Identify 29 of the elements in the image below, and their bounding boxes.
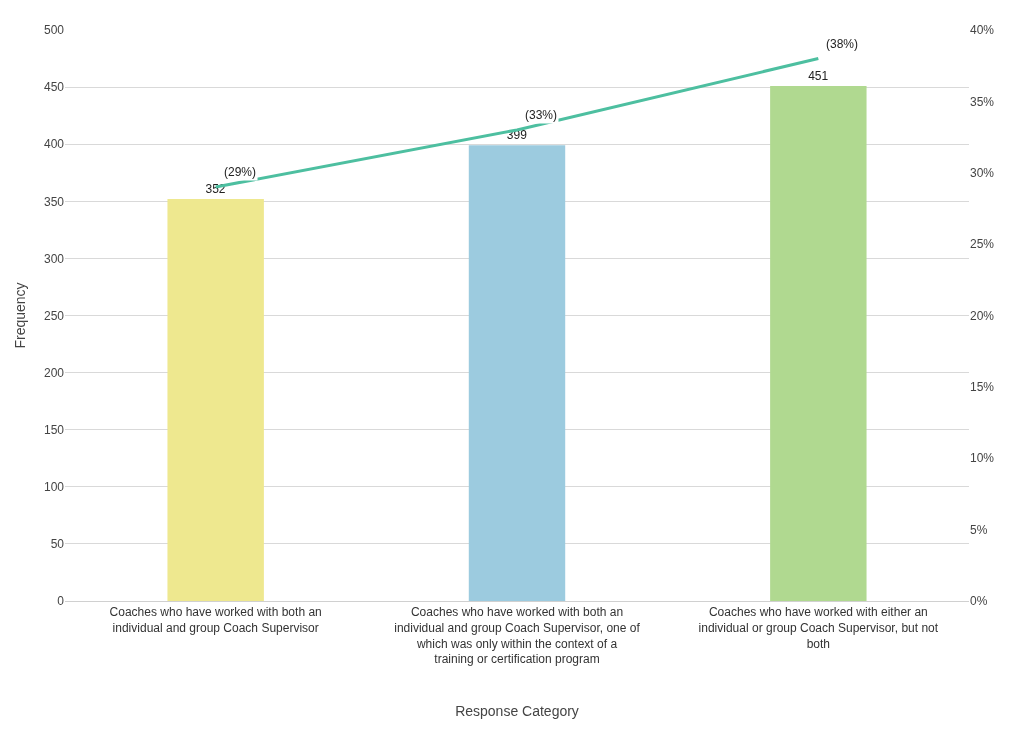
y-tick-label: 300 [43,251,65,266]
y2-tick-label: 30% [970,165,995,180]
y2-tick-label: 25% [970,237,995,252]
y2-tick-label: 5% [970,522,988,537]
y2-tick-label: 35% [970,94,995,109]
x-tick-label: Coaches who have worked with both an individual and group Coach Supervisor [109,605,322,635]
y-tick-label: 450 [43,80,65,95]
y-axis-title: Frequency [11,282,28,349]
y-tick-label: 0 [57,594,65,609]
y-tick-label: 500 [43,23,65,38]
y-tick-label: 100 [43,480,65,494]
data-label: (33%) [525,108,558,122]
y2-tick-label: 20% [970,308,995,323]
y-tick-label: 350 [43,194,65,209]
y-tick-label: 150 [43,422,65,437]
data-label: (38%) [826,37,859,51]
x-axis-title: Response Category [455,702,579,719]
y2-tick-label: 15% [970,380,995,395]
y2-tick-label: 40% [970,23,995,38]
x-tick-label: Coaches who have worked with both an individual and group Coach Supervisor, one of which was only within the context of a training or certification program [394,605,641,667]
x-tick-label: Coaches who have worked with either an individual or group Coach Supervisor, but not both [698,605,939,651]
y-tick-label: 200 [43,365,65,380]
data-label: 451 [808,68,829,83]
y-tick-label: 50 [50,537,65,552]
y2-tick-label: 10% [970,451,995,466]
y-tick-label: 400 [43,137,65,152]
y2-tick-label: 0% [970,594,988,609]
data-label: (29%) [224,165,257,179]
y-tick-label: 250 [43,308,65,323]
